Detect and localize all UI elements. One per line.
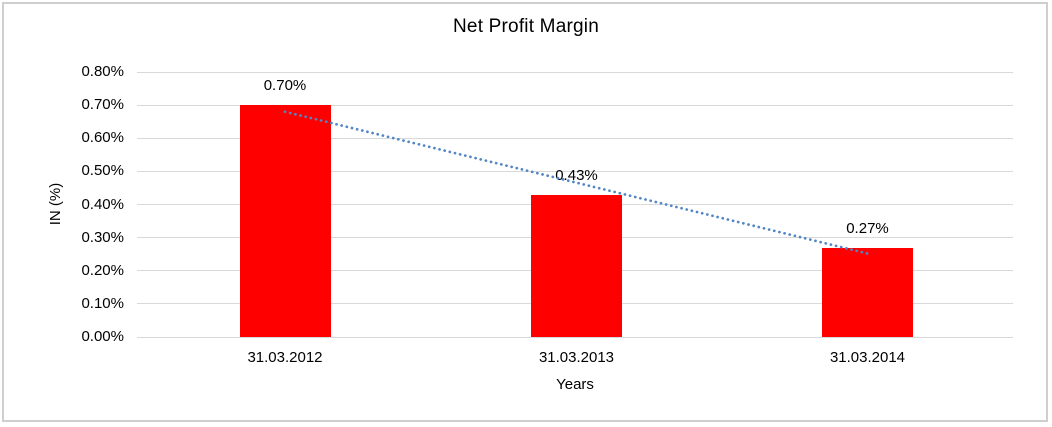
bar-data-label-0: 0.70% xyxy=(263,77,307,95)
y-tick-label-4: 0.40% xyxy=(81,195,124,213)
bar-1 xyxy=(531,194,622,337)
bar-0 xyxy=(239,105,331,337)
x-tick-label-0: 31.03.2012 xyxy=(247,349,323,366)
x-tick-label-1: 31.03.2013 xyxy=(538,349,615,366)
chart-title: Net Profit Margin xyxy=(453,16,599,37)
y-tick-label-5: 0.50% xyxy=(81,162,124,180)
x-tick-label-2: 31.03.2014 xyxy=(829,349,906,366)
bar-data-label-2: 0.27% xyxy=(846,219,889,237)
y-tick-label-0: 0.00% xyxy=(81,328,124,345)
y-tick-label-6: 0.60% xyxy=(81,129,124,147)
y-tick-label-1: 0.10% xyxy=(81,294,124,312)
x-axis-title: Years xyxy=(556,376,594,393)
y-tick-label-3: 0.30% xyxy=(81,228,124,246)
bar-data-label-1: 0.43% xyxy=(555,166,598,184)
y-tick-label-7: 0.70% xyxy=(81,96,124,114)
y-tick-label-2: 0.20% xyxy=(81,261,124,279)
gridline-8 xyxy=(137,71,1013,73)
gridline-7 xyxy=(137,104,1013,106)
bar-2 xyxy=(822,247,913,337)
gridline-0 xyxy=(137,336,1013,338)
y-tick-label-8: 0.80% xyxy=(81,63,124,80)
